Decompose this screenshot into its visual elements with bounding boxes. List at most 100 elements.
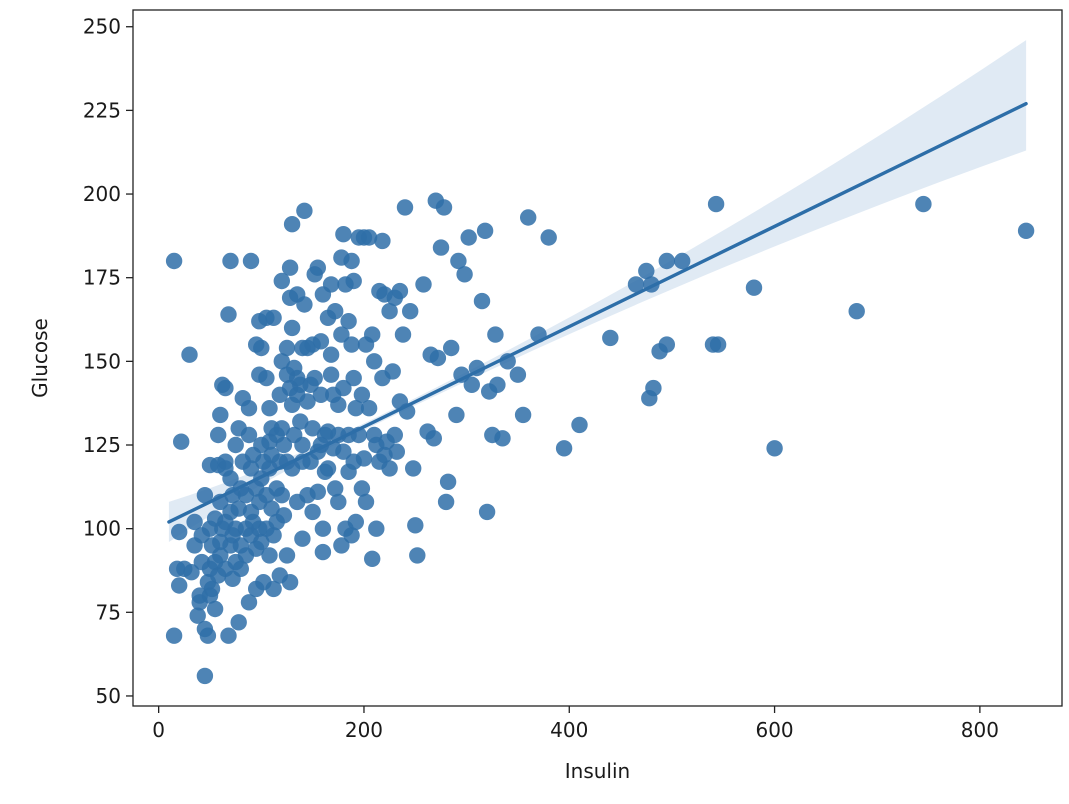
data-point <box>540 229 557 246</box>
data-point <box>463 376 480 393</box>
data-point <box>304 503 321 521</box>
y-tick-label: 50 <box>96 684 121 708</box>
data-point <box>443 339 460 357</box>
data-point <box>230 614 247 631</box>
data-point <box>265 309 282 326</box>
data-point <box>220 627 237 644</box>
data-point <box>1017 222 1035 239</box>
scatter-points-layer <box>165 192 1035 685</box>
data-point <box>456 266 473 283</box>
data-point <box>294 436 311 454</box>
data-point <box>227 436 244 454</box>
data-point <box>165 252 183 270</box>
x-tick-label: 0 <box>152 718 165 742</box>
data-point <box>386 426 403 444</box>
data-point <box>319 460 337 477</box>
data-point <box>384 363 401 380</box>
data-point <box>658 336 675 353</box>
x-axis-ticks: 0 200 400 600 800 <box>152 706 999 742</box>
data-point <box>278 339 296 357</box>
data-point <box>366 353 383 370</box>
data-point <box>357 493 375 511</box>
data-point <box>439 473 457 490</box>
data-point <box>273 272 290 290</box>
data-point <box>645 379 662 397</box>
data-point <box>381 460 398 477</box>
data-point <box>258 369 275 387</box>
data-point <box>448 406 465 424</box>
data-point <box>429 349 447 367</box>
data-point <box>520 209 537 226</box>
y-tick-label: 175 <box>83 266 121 290</box>
regression-line-layer <box>167 101 1028 524</box>
data-point <box>353 386 371 403</box>
data-point <box>327 303 344 320</box>
data-point <box>848 303 865 320</box>
x-tick-label: 400 <box>550 718 588 742</box>
data-point <box>203 580 221 598</box>
data-point <box>340 313 357 330</box>
data-point <box>309 483 326 500</box>
data-point <box>281 259 299 276</box>
y-tick-label: 150 <box>83 349 121 373</box>
data-point <box>487 326 504 343</box>
data-point <box>360 229 378 246</box>
data-point <box>253 533 270 551</box>
data-point <box>435 199 453 216</box>
data-point <box>460 229 477 246</box>
data-point <box>273 353 290 370</box>
data-point <box>217 379 234 397</box>
data-point <box>333 326 350 343</box>
data-point <box>296 296 313 313</box>
data-point <box>674 252 691 270</box>
data-point <box>283 319 301 337</box>
data-point <box>364 550 381 567</box>
y-tick-label: 75 <box>96 600 121 624</box>
data-point <box>368 520 385 537</box>
data-point <box>263 500 280 517</box>
data-point <box>265 580 282 598</box>
data-point <box>312 386 330 403</box>
data-point <box>415 276 432 293</box>
data-point <box>261 400 278 417</box>
data-point <box>299 393 316 410</box>
data-point <box>206 600 224 618</box>
data-point <box>602 329 619 347</box>
data-point <box>432 239 450 256</box>
data-point <box>330 493 347 511</box>
data-point <box>220 306 237 323</box>
data-point <box>327 480 344 497</box>
data-point <box>343 336 360 353</box>
data-point <box>478 503 496 521</box>
data-point <box>273 420 290 437</box>
y-tick-label: 225 <box>83 98 121 122</box>
y-tick-label: 200 <box>83 182 121 206</box>
data-point <box>322 276 340 293</box>
data-point <box>210 426 227 444</box>
x-axis-label: Insulin <box>565 759 630 783</box>
data-point <box>707 195 725 213</box>
data-point <box>658 252 675 270</box>
data-point <box>240 594 258 611</box>
data-point <box>343 252 360 270</box>
data-point <box>345 369 362 387</box>
data-point <box>388 443 405 460</box>
data-point <box>222 252 239 270</box>
data-point <box>189 607 206 624</box>
y-tick-label: 125 <box>83 433 121 457</box>
data-point <box>242 460 260 477</box>
data-point <box>278 547 296 564</box>
data-point <box>314 520 332 537</box>
data-point <box>294 530 311 547</box>
data-point <box>165 627 183 644</box>
data-point <box>186 513 203 531</box>
x-tick-label: 600 <box>755 718 793 742</box>
data-point <box>292 413 309 430</box>
data-point <box>489 376 506 393</box>
data-point <box>275 436 293 454</box>
data-point <box>345 272 362 290</box>
data-point <box>407 517 424 534</box>
data-point <box>222 470 239 487</box>
data-point <box>374 232 391 250</box>
data-point <box>242 252 260 270</box>
